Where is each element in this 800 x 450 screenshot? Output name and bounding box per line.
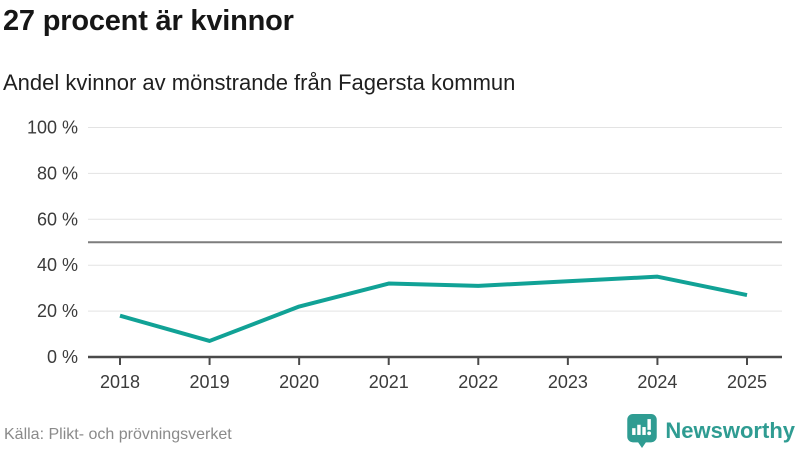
x-axis-tick-label: 2024 [637, 372, 677, 392]
y-axis-tick-label: 100 % [27, 118, 78, 138]
y-axis-tick-label: 40 % [37, 255, 78, 275]
x-axis-tick-label: 2023 [548, 372, 588, 392]
newsworthy-icon [627, 414, 658, 448]
x-axis-tick-label: 2025 [727, 372, 767, 392]
y-axis-tick-label: 0 % [47, 347, 78, 367]
x-axis-tick-label: 2020 [279, 372, 319, 392]
y-axis-tick-label: 80 % [37, 163, 78, 183]
chart-subtitle: Andel kvinnor av mönstrande från Fagerst… [3, 70, 516, 95]
data-line [119, 274, 748, 343]
chart-title: 27 procent är kvinnor [3, 5, 294, 37]
y-axis-tick-label: 60 % [37, 209, 78, 229]
brand-name: Newsworthy [665, 418, 795, 443]
brand-logo: Newsworthy [627, 414, 795, 448]
x-axis-tick-label: 2022 [458, 372, 498, 392]
x-axis-tick-label: 2018 [100, 372, 140, 392]
x-axis-tick-label: 2019 [190, 372, 230, 392]
y-axis-tick-label: 20 % [37, 301, 78, 321]
source-note: Källa: Plikt- och prövningsverket [4, 426, 232, 443]
x-axis-tick-label: 2021 [369, 372, 409, 392]
